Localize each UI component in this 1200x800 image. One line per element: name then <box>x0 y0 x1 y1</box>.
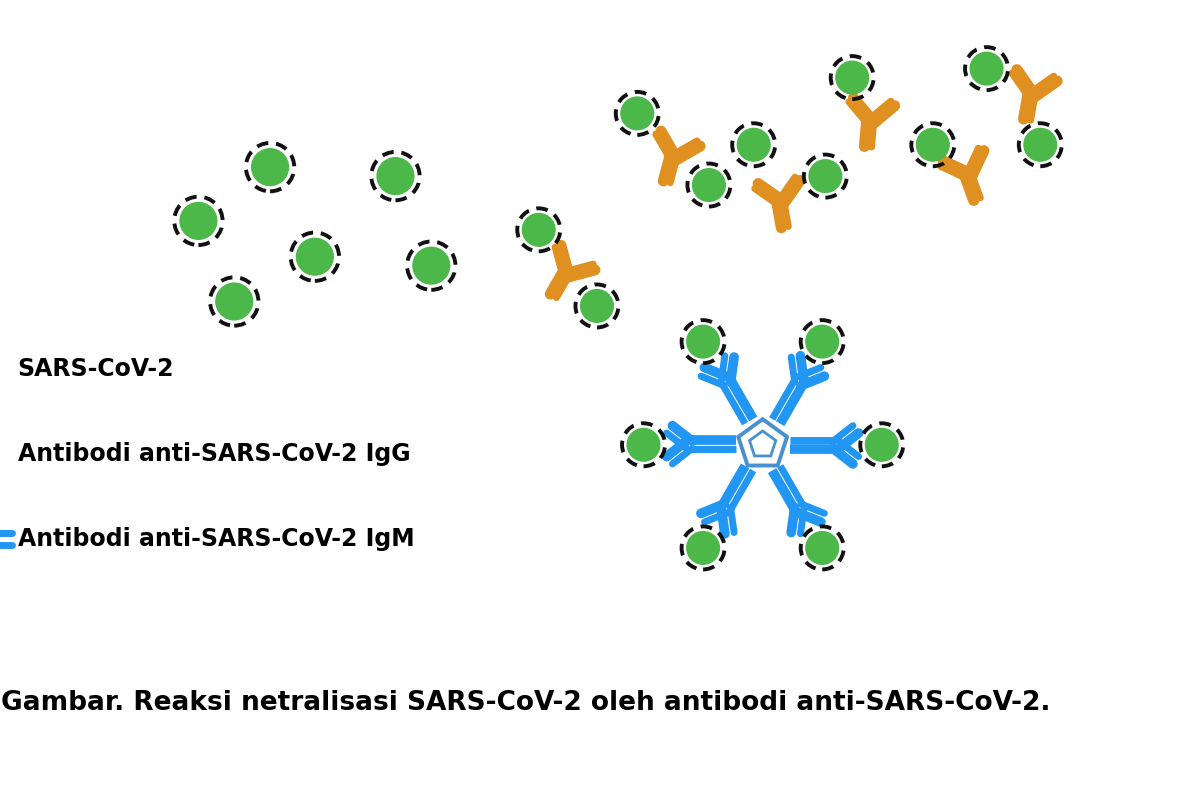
Circle shape <box>413 247 450 284</box>
Polygon shape <box>738 419 787 466</box>
Text: SARS-CoV-2: SARS-CoV-2 <box>18 357 174 381</box>
Circle shape <box>692 169 725 202</box>
Circle shape <box>686 532 720 564</box>
Text: Antibodi anti-SARS-CoV-2 IgG: Antibodi anti-SARS-CoV-2 IgG <box>18 442 410 466</box>
Circle shape <box>1024 129 1057 161</box>
Circle shape <box>686 326 720 358</box>
Circle shape <box>806 326 839 358</box>
Circle shape <box>836 62 869 94</box>
Circle shape <box>806 532 839 564</box>
Circle shape <box>865 429 898 461</box>
Text: Antibodi anti-SARS-CoV-2 IgM: Antibodi anti-SARS-CoV-2 IgM <box>18 527 414 551</box>
Circle shape <box>809 160 841 193</box>
Circle shape <box>522 214 556 246</box>
Circle shape <box>917 129 949 161</box>
Circle shape <box>216 283 253 320</box>
Polygon shape <box>750 431 775 456</box>
Circle shape <box>628 429 660 461</box>
Circle shape <box>377 158 414 194</box>
Circle shape <box>737 129 770 161</box>
Circle shape <box>252 149 288 186</box>
Circle shape <box>971 52 1003 85</box>
Circle shape <box>620 97 654 130</box>
Circle shape <box>180 202 217 239</box>
Circle shape <box>581 290 613 322</box>
Circle shape <box>296 238 334 275</box>
Text: Gambar. Reaksi netralisasi SARS-CoV-2 oleh antibodi anti-SARS-CoV-2.: Gambar. Reaksi netralisasi SARS-CoV-2 ol… <box>1 690 1051 716</box>
